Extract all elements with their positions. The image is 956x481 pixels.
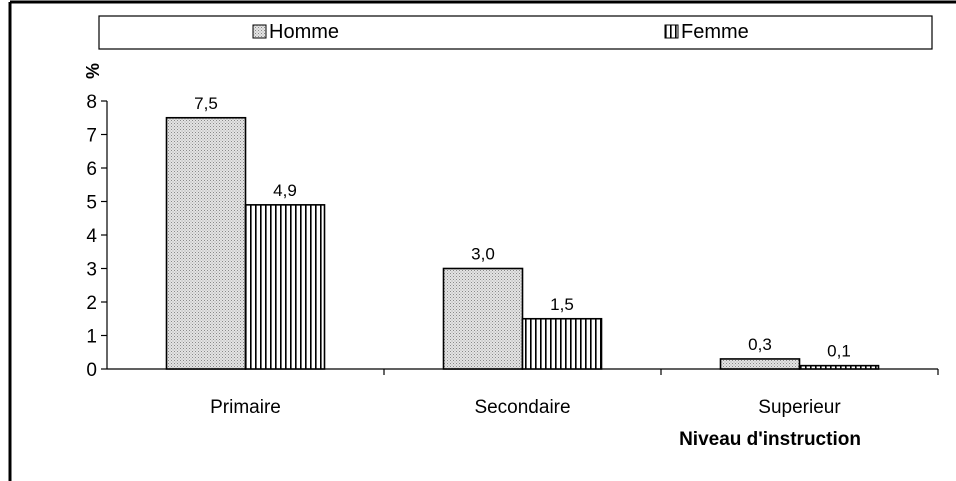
bar-femme-primaire (244, 204, 326, 370)
legend-box (98, 15, 933, 50)
legend: Homme Femme (98, 15, 933, 50)
category-label: Secondaire (474, 397, 570, 418)
value-label: 1,5 (550, 295, 574, 314)
x-ticks (383, 369, 939, 375)
value-labels: 7,5 4,9 3,0 1,5 0,3 0,1 (194, 94, 851, 361)
bar-homme-superieur (719, 358, 801, 370)
bars (165, 116, 880, 370)
y-axis-label: % (83, 63, 103, 79)
value-label: 4,9 (273, 181, 297, 200)
y-tick-label: 7 (86, 126, 97, 147)
bar-femme-secondaire (521, 317, 603, 370)
y-tick-label: 0 (86, 360, 97, 381)
bar-homme-primaire (165, 116, 247, 370)
legend-label-femme: Femme (681, 21, 749, 43)
category-label: Primaire (210, 397, 281, 418)
value-label: 7,5 (194, 94, 218, 113)
value-label: 0,1 (827, 342, 851, 361)
value-label: 0,3 (748, 335, 772, 354)
y-ticks: 0 1 2 3 4 5 6 7 8 (86, 92, 107, 381)
bar-femme-superieur (798, 364, 880, 370)
x-axis-label: Niveau d'instruction (679, 429, 861, 450)
legend-swatch-femme (664, 24, 679, 39)
bar-homme-secondaire (442, 267, 524, 370)
category-label: Superieur (758, 397, 841, 418)
y-tick-label: 6 (86, 159, 97, 180)
y-tick-label: 1 (86, 327, 97, 348)
y-tick-label: 4 (86, 226, 97, 247)
category-labels: Primaire Secondaire Superieur (210, 397, 841, 418)
legend-swatch-homme (252, 24, 267, 39)
y-tick-label: 2 (86, 293, 97, 314)
y-tick-label: 5 (86, 193, 97, 214)
y-tick-label: 3 (86, 260, 97, 281)
y-tick-label: 8 (86, 92, 97, 113)
value-label: 3,0 (471, 245, 495, 264)
legend-label-homme: Homme (269, 21, 339, 43)
